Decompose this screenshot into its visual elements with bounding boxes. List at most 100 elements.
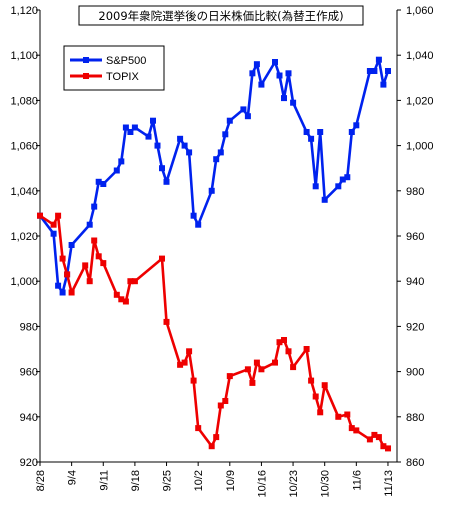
data-point-sp500 <box>321 196 328 203</box>
data-point-topix <box>100 260 107 267</box>
data-point-topix <box>249 379 256 386</box>
data-point-topix <box>366 436 373 443</box>
left-y-tick-label: 1,060 <box>10 141 38 153</box>
data-point-sp500 <box>68 242 75 248</box>
data-point-topix <box>64 271 71 278</box>
x-tick-label: 8/28 <box>35 470 47 491</box>
data-point-topix <box>177 361 184 368</box>
data-point-topix <box>186 348 193 355</box>
right-y-tick-label: 940 <box>406 276 424 288</box>
left-y-tick-label: 960 <box>20 367 38 379</box>
data-point-topix <box>37 212 43 219</box>
data-point-topix <box>321 382 328 389</box>
data-point-topix <box>308 377 315 384</box>
data-point-topix <box>380 443 387 450</box>
data-point-topix <box>195 425 202 432</box>
data-point-sp500 <box>208 187 215 194</box>
data-point-topix <box>226 373 233 380</box>
data-point-sp500 <box>95 178 102 185</box>
data-point-topix <box>348 425 355 432</box>
data-point-sp500 <box>258 81 265 88</box>
x-tick-label: 9/18 <box>130 470 142 491</box>
data-point-topix <box>285 348 292 355</box>
data-point-sp500 <box>353 122 360 129</box>
right-y-tick-label: 900 <box>406 367 424 379</box>
left-y-tick-label: 1,000 <box>10 276 38 288</box>
x-tick-label: 9/25 <box>162 470 174 491</box>
legend-marker-sp500 <box>83 57 89 63</box>
data-point-sp500 <box>371 68 378 74</box>
right-y-tick-label: 1,000 <box>406 141 434 153</box>
x-tick-label: 10/16 <box>256 470 268 498</box>
data-point-sp500 <box>244 113 251 120</box>
data-point-sp500 <box>385 68 391 74</box>
data-point-topix <box>244 366 251 373</box>
data-point-sp500 <box>348 129 355 135</box>
data-point-topix <box>272 359 278 366</box>
data-point-sp500 <box>127 129 134 135</box>
legend-label-topix: TOPIX <box>106 71 139 83</box>
x-tick-label: 11/13 <box>383 470 395 497</box>
data-point-topix <box>68 289 75 296</box>
right-y-tick-label: 880 <box>406 412 424 424</box>
data-point-topix <box>222 398 229 404</box>
data-point-topix <box>127 278 134 285</box>
right-y-tick-label: 960 <box>406 231 424 243</box>
data-point-sp500 <box>285 70 292 77</box>
data-point-topix <box>312 393 319 400</box>
data-point-topix <box>276 339 283 346</box>
x-tick-label: 9/4 <box>67 470 79 485</box>
data-point-sp500 <box>303 129 310 135</box>
data-point-sp500 <box>100 181 107 187</box>
data-point-sp500 <box>344 174 351 181</box>
data-point-sp500 <box>249 70 256 77</box>
data-point-sp500 <box>59 289 66 296</box>
right-y-tick-label: 1,040 <box>406 50 434 62</box>
right-y-tick-label: 1,020 <box>406 95 434 107</box>
data-point-sp500 <box>50 230 57 237</box>
data-point-topix <box>208 443 215 450</box>
legend-label-sp500: S&P500 <box>106 55 146 67</box>
data-point-sp500 <box>190 212 197 219</box>
left-y-tick-label: 1,040 <box>10 186 38 198</box>
x-tick-label: 10/23 <box>288 470 300 498</box>
data-point-sp500 <box>163 178 170 185</box>
data-point-sp500 <box>159 165 165 172</box>
legend-marker-topix <box>83 73 89 79</box>
data-point-sp500 <box>253 61 260 68</box>
data-point-topix <box>118 296 125 303</box>
data-point-topix <box>131 278 138 285</box>
data-point-sp500 <box>222 131 229 138</box>
series-markers <box>37 56 391 452</box>
data-point-sp500 <box>186 149 193 156</box>
x-tick-label: 9/11 <box>98 470 110 491</box>
data-point-topix <box>344 411 351 418</box>
data-point-sp500 <box>113 167 120 174</box>
title-box <box>78 5 364 26</box>
left-y-tick-label: 1,080 <box>10 95 38 107</box>
data-point-topix <box>303 346 310 352</box>
left-y-tick-label: 920 <box>20 457 38 469</box>
data-point-topix <box>190 377 197 384</box>
data-point-topix <box>122 298 129 305</box>
data-point-sp500 <box>226 117 233 124</box>
data-point-sp500 <box>290 99 297 106</box>
data-point-topix <box>113 291 120 298</box>
x-tick-label: 10/2 <box>193 470 205 491</box>
data-point-topix <box>281 337 287 343</box>
x-tick-label: 10/9 <box>225 470 237 491</box>
data-point-topix <box>290 364 297 371</box>
chart-title: 2009年衆院選挙後の日米株価比較(為替王作成) <box>98 9 343 23</box>
data-point-topix <box>371 431 378 438</box>
data-point-sp500 <box>86 221 93 228</box>
left-y-tick-label: 1,100 <box>10 50 38 62</box>
data-point-sp500 <box>154 142 161 149</box>
right-y-tick-label: 980 <box>406 186 424 198</box>
data-point-topix <box>159 255 165 262</box>
data-point-sp500 <box>312 183 319 190</box>
data-point-topix <box>335 413 342 420</box>
data-point-sp500 <box>55 282 62 289</box>
data-point-topix <box>217 402 224 409</box>
data-point-topix <box>317 409 324 416</box>
